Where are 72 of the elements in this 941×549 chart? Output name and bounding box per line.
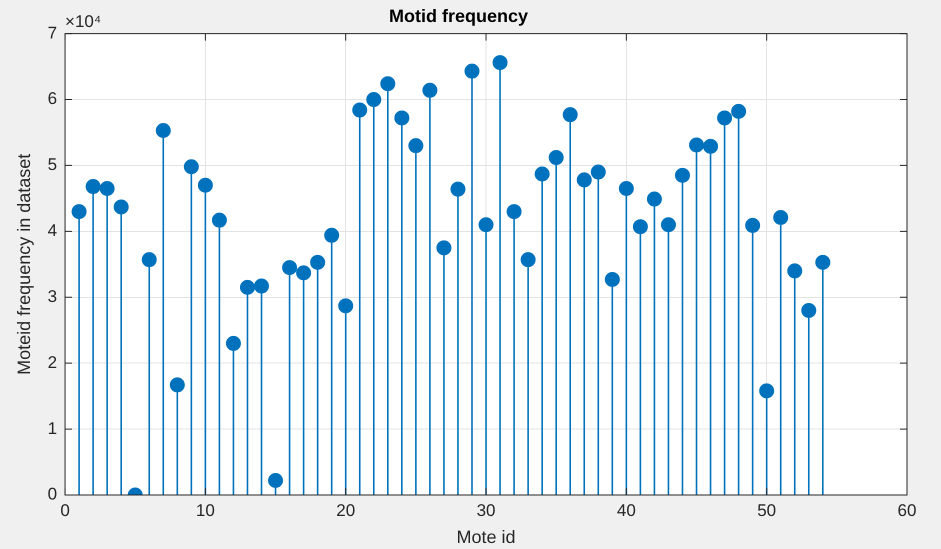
y-tick-label: 2 [48, 352, 58, 372]
y-tick-label: 4 [48, 221, 58, 240]
point [254, 278, 270, 294]
point [282, 260, 298, 276]
y-tick-label: 7 [48, 23, 58, 42]
y-tick-label: 0 [48, 484, 58, 504]
point [114, 199, 129, 214]
point [338, 298, 354, 314]
y-axis-title: Moteid frequency in dataset [14, 154, 34, 375]
point [731, 104, 746, 119]
point [689, 137, 704, 152]
point [674, 168, 690, 183]
y-tick-label: 6 [48, 89, 58, 108]
point [717, 110, 732, 126]
point [492, 55, 508, 70]
point [632, 219, 648, 234]
text: ×10⁴ [65, 12, 102, 31]
point [534, 166, 550, 182]
point [86, 179, 101, 194]
point [464, 64, 480, 79]
x-tick-label: 10 [196, 500, 215, 520]
point [815, 254, 830, 270]
chart-title: Motid frequency [388, 6, 528, 26]
x-tick-label: 60 [898, 500, 916, 520]
point [100, 181, 115, 196]
point [226, 336, 241, 351]
point [745, 218, 760, 233]
point [352, 102, 368, 118]
point [576, 172, 592, 188]
point [184, 159, 199, 174]
point [520, 252, 536, 268]
point [198, 178, 213, 193]
point [604, 272, 620, 287]
x-tick-label: 50 [757, 500, 776, 520]
point [380, 76, 396, 92]
point [142, 252, 157, 268]
point [773, 210, 788, 225]
point [212, 212, 227, 228]
point [618, 181, 634, 196]
y-tick-label: 5 [48, 155, 58, 174]
point [240, 280, 255, 295]
point [646, 192, 662, 207]
point [660, 217, 676, 232]
point [590, 164, 606, 180]
point [268, 473, 284, 488]
point [759, 383, 774, 398]
point [422, 82, 438, 98]
x-axis-title: Mote id [456, 527, 516, 548]
point [296, 265, 312, 280]
x-tick-label: 20 [336, 500, 356, 520]
x-tick-label: 30 [476, 500, 496, 520]
x-tick-label: 40 [616, 500, 636, 520]
point [366, 92, 382, 108]
point [562, 107, 578, 122]
x-tick-label: 0 [60, 500, 70, 520]
point [787, 263, 802, 278]
point [801, 302, 816, 318]
point [156, 122, 171, 138]
point [170, 377, 185, 392]
point [324, 228, 340, 243]
y-tick-label: 1 [48, 418, 58, 438]
y-tick-label: 3 [48, 286, 58, 306]
point [408, 138, 424, 154]
point [394, 110, 410, 126]
point [436, 240, 452, 256]
point [478, 217, 494, 232]
point [548, 150, 564, 166]
point [506, 204, 522, 220]
point [72, 204, 87, 220]
point [310, 254, 326, 270]
point [703, 138, 718, 154]
point [450, 182, 466, 197]
